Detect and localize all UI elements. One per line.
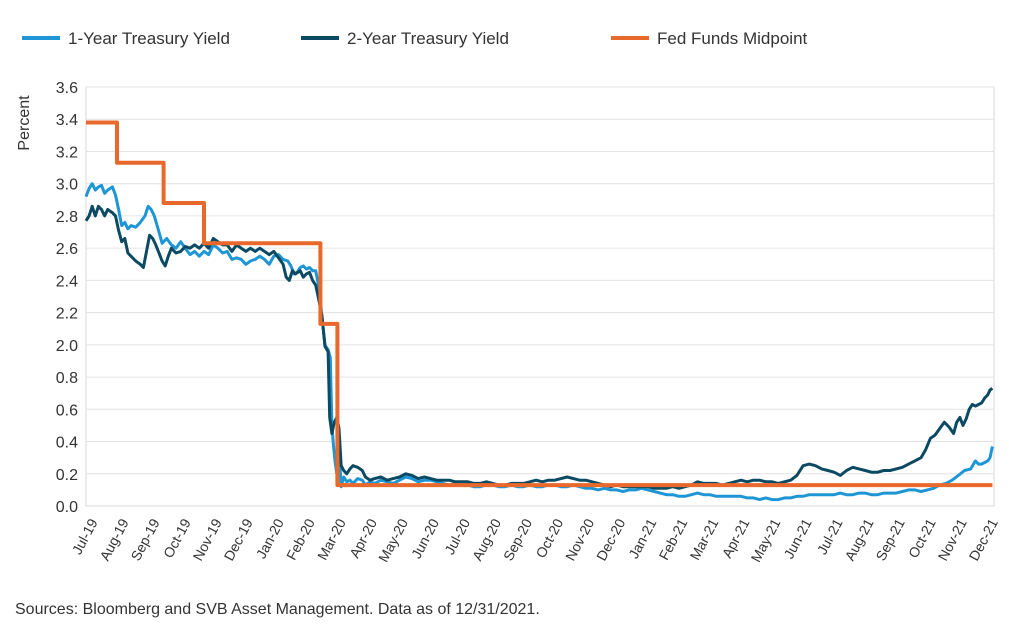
series-1yr-treasury-line: [84, 182, 994, 502]
gridlines: [85, 86, 995, 507]
x-tick-label: Jul-19: [69, 516, 101, 557]
x-tick-label: Feb-21: [656, 516, 691, 563]
legend-fed-funds: Fed Funds Midpoint: [611, 29, 808, 48]
legend-1yr-treasury: 1-Year Treasury Yield: [22, 29, 230, 48]
x-tick-label: Jul-20: [441, 516, 473, 557]
x-tick-label: May-20: [375, 516, 411, 565]
y-tick-label: 0.8: [56, 370, 78, 387]
y-tick-label: 0.2: [56, 467, 78, 484]
legend-label: 2-Year Treasury Yield: [347, 29, 509, 48]
series-2yr-treasury-line: [84, 204, 994, 490]
x-tick-label: Sep-21: [872, 516, 907, 564]
y-tick-label: 0.6: [56, 402, 78, 419]
x-tick-label: Oct-20: [532, 516, 566, 561]
x-tick-label: Oct-21: [905, 516, 939, 561]
x-tick-label: Dec-19: [221, 516, 256, 564]
source-note: Sources: Bloomberg and SVB Asset Managem…: [15, 601, 540, 618]
series-lines: [84, 120, 994, 502]
plot-frame: [85, 86, 995, 507]
y-tick-label: 2.2: [56, 306, 78, 323]
y-tick-label: 2.0: [56, 338, 78, 355]
x-tick-label: Oct-19: [160, 516, 194, 561]
x-tick-label: Dec-20: [593, 516, 628, 564]
y-tick-label: 3.2: [56, 144, 78, 161]
y-axis-ticks: 0.0 0.2 0.4 0.6 0.8 2.0 2.2 2.4 2.6 2.8 3.0 3.2 3.4 3…: [56, 80, 78, 516]
y-tick-label: 2.6: [56, 241, 78, 258]
legend: 1-Year Treasury Yield 2-Year Treasury Yie…: [22, 29, 808, 48]
legend-label: Fed Funds Midpoint: [657, 29, 808, 48]
x-tick-label: Apr-20: [346, 516, 380, 561]
x-tick-label: Dec-21: [966, 516, 1001, 564]
x-tick-label: Sep-19: [127, 516, 162, 564]
y-tick-label: 3.0: [56, 177, 78, 194]
y-tick-label: 2.4: [56, 273, 78, 290]
chart: 1-Year Treasury Yield 2-Year Treasury Yie…: [16, 29, 1001, 565]
y-tick-label: 0.0: [56, 499, 78, 516]
legend-label: 1-Year Treasury Yield: [68, 29, 230, 48]
x-tick-label: Sep-20: [500, 516, 535, 564]
x-tick-label: Apr-21: [719, 516, 753, 561]
x-tick-label: Jan-20: [253, 516, 287, 561]
y-axis-label: Percent: [16, 95, 33, 151]
x-tick-label: Mar-21: [687, 516, 722, 563]
x-tick-label: Mar-20: [314, 516, 349, 563]
y-tick-label: 0.4: [56, 435, 78, 452]
legend-2yr-treasury: 2-Year Treasury Yield: [301, 29, 509, 48]
series-fed-funds-line: [86, 120, 993, 488]
x-tick-label: Jul-21: [814, 516, 846, 557]
x-axis-ticks: Jul-19Aug-19Sep-19Oct-19Nov-19Dec-19Jan-…: [69, 516, 1001, 565]
x-tick-label: Feb-20: [283, 516, 318, 563]
x-tick-label: Jun-20: [408, 516, 442, 561]
x-tick-label: Jan-21: [625, 516, 659, 561]
y-tick-label: 3.4: [56, 112, 78, 129]
y-tick-label: 2.8: [56, 209, 78, 226]
y-tick-label: 3.6: [56, 80, 78, 97]
x-tick-label: Jun-21: [780, 516, 814, 561]
x-tick-label: May-21: [748, 516, 784, 565]
